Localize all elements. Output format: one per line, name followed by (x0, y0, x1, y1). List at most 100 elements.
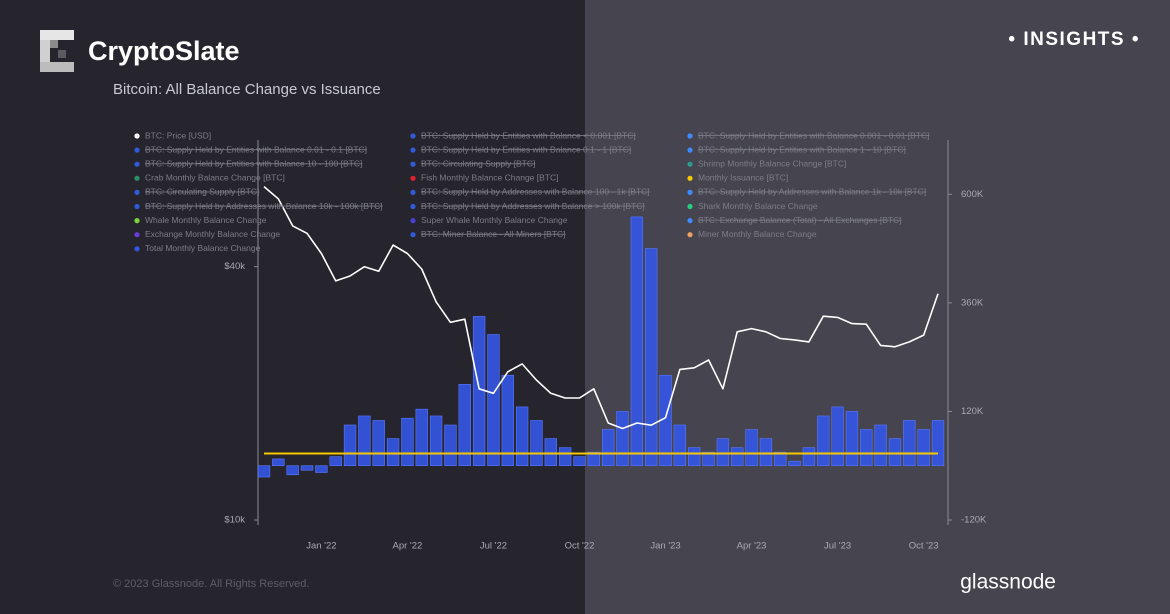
legend-marker (134, 246, 140, 252)
legend-item: Crab Monthly Balance Change [BTC] (134, 173, 285, 183)
bar (587, 451, 601, 467)
bar (530, 420, 543, 467)
bar (645, 248, 658, 467)
legend-marker (687, 203, 693, 210)
bar (874, 424, 887, 467)
legend-marker (134, 147, 140, 153)
legend-item: Shrimp Monthly Balance Change [BTC] (687, 158, 846, 168)
bar (702, 451, 715, 467)
bar (415, 408, 428, 467)
legend-label: Exchange Monthly Balance Change (145, 229, 280, 239)
bar (444, 424, 457, 467)
legend-marker (410, 133, 416, 139)
bar (329, 456, 342, 467)
legend-label: BTC: Supply Held by Addresses with Balan… (698, 187, 926, 197)
bar (917, 429, 930, 467)
legend-marker (410, 147, 416, 153)
y-tick-label: $40k (224, 261, 245, 272)
bar (358, 415, 371, 467)
legend-marker (410, 232, 416, 238)
legend-label: Monthly Issuance [BTC] (698, 173, 788, 183)
line (263, 185, 939, 430)
legend-item: Miner Monthly Balance Change (687, 229, 817, 239)
bar (272, 458, 285, 467)
bar (573, 456, 586, 467)
bar (300, 465, 314, 471)
legend-label: BTC: Supply Held by Entities with Balanc… (698, 130, 930, 140)
legend-marker (410, 189, 416, 195)
legend-item: BTC: Supply Held by Addresses with Balan… (410, 201, 645, 211)
legend-marker (134, 218, 140, 224)
legend-marker (687, 218, 693, 224)
legend-label: Crab Monthly Balance Change [BTC] (145, 173, 285, 183)
legend-marker (134, 175, 140, 181)
copyright: © 2023 Glassnode. All Rights Reserved. (113, 578, 309, 590)
badge: • INSIGHTS • (1008, 29, 1140, 50)
bar (472, 316, 486, 467)
bar (601, 429, 615, 467)
bar (401, 417, 414, 467)
legend-item: BTC: Supply Held by Entities with Balanc… (687, 144, 906, 154)
legend-marker (134, 133, 140, 139)
legend-marker (687, 161, 693, 167)
legend-item: BTC: Miner Balance - All Miners [BTC] (410, 229, 566, 239)
y2-tick-label: 120K (961, 406, 984, 417)
legend-label: BTC: Miner Balance - All Miners [BTC] (421, 229, 566, 239)
x-tick-label: Apr '23 (737, 541, 767, 552)
legend-marker (687, 232, 693, 238)
bar (487, 334, 500, 467)
legend-item: BTC: Supply Held by Addresses with Balan… (134, 201, 383, 211)
bar (802, 447, 816, 467)
legend-label: Miner Monthly Balance Change (698, 229, 817, 239)
bar (745, 429, 758, 467)
legend-item: BTC: Supply Held by Entities with Balanc… (134, 144, 367, 154)
legend-item: BTC: Circulating Supply [BTC] (134, 187, 259, 197)
bar (888, 438, 902, 467)
legend-item: BTC: Supply Held by Entities with Balanc… (410, 144, 631, 154)
y2-tick-label: 360K (961, 297, 984, 308)
x-tick-label: Jan '23 (650, 541, 680, 552)
legend-label: BTC: Supply Held by Addresses with Balan… (421, 187, 650, 197)
bar (386, 438, 400, 467)
legend-label: BTC: Supply Held by Entities with Balanc… (421, 144, 631, 154)
chart-title: Bitcoin: All Balance Change vs Issuance (113, 81, 381, 98)
legend-item: Total Monthly Balance Change (134, 243, 261, 253)
x-tick-label: Jan '22 (306, 541, 336, 552)
legend-item: Whale Monthly Balance Change (134, 215, 267, 225)
bar (616, 411, 629, 467)
bar (630, 216, 644, 467)
legend-marker (134, 203, 140, 210)
legend-item: BTC: Supply Held by Addresses with Balan… (687, 187, 926, 197)
x-tick-label: Oct '23 (909, 541, 939, 552)
legend-marker (687, 147, 693, 153)
legend-item: Fish Monthly Balance Change [BTC] (410, 173, 558, 183)
bar (544, 438, 557, 467)
bar (759, 438, 773, 467)
legend-label: BTC: Supply Held by Entities with Balanc… (698, 144, 906, 154)
brand: CryptoSlate (88, 36, 240, 66)
bar (860, 429, 873, 467)
bar (501, 374, 514, 467)
logo-icon (40, 30, 74, 72)
bar (315, 465, 328, 473)
bar (429, 415, 443, 467)
legend-marker (687, 175, 693, 181)
legend-label: Super Whale Monthly Balance Change (421, 215, 568, 225)
bar (257, 465, 271, 478)
bar (372, 420, 385, 467)
legend-label: BTC: Supply Held by Addresses with Balan… (421, 201, 645, 211)
legend-label: Whale Monthly Balance Change (145, 215, 267, 225)
legend-label: BTC: Supply Held by Entities with Balanc… (421, 130, 636, 140)
bar (903, 420, 916, 467)
legend-item: BTC: Supply Held by Entities with Balanc… (134, 158, 362, 168)
legend-item: Super Whale Monthly Balance Change (410, 215, 568, 225)
bar (343, 424, 357, 467)
legend-marker (687, 189, 693, 195)
legend-item: Shark Monthly Balance Change (687, 201, 818, 211)
x-tick-label: Oct '22 (565, 541, 595, 552)
bar (774, 451, 787, 467)
legend-marker (410, 175, 416, 181)
legend-label: Shrimp Monthly Balance Change [BTC] (698, 158, 846, 168)
bar (558, 447, 572, 467)
